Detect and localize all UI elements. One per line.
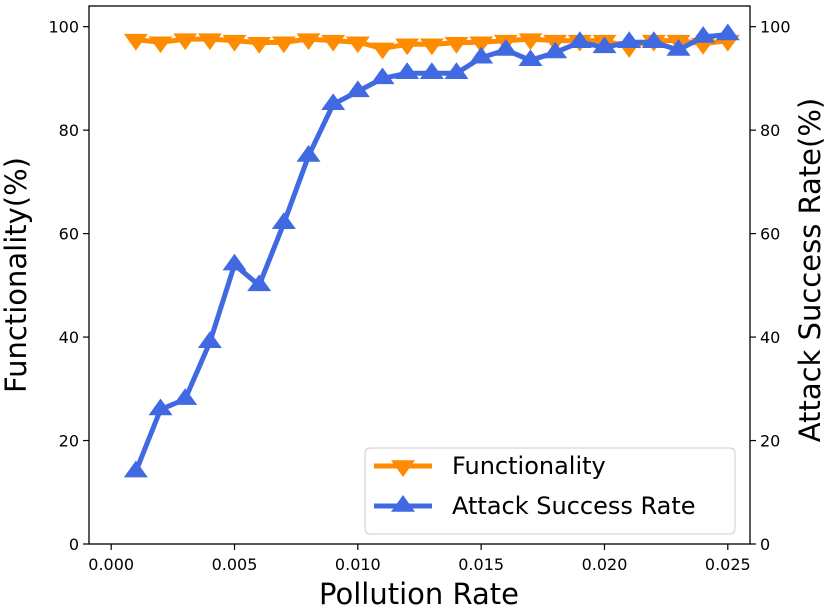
functionality-point	[247, 36, 272, 54]
right-y-axis-title: Attack Success Rate(%)	[793, 98, 827, 442]
attack-success-rate-point	[715, 23, 740, 41]
left-y-tick-label: 80	[59, 121, 79, 140]
right-y-tick-label: 20	[760, 432, 780, 451]
right-y-axis-ticks: 0 20 40 60 80 100	[750, 18, 791, 554]
attack-success-rate-point	[271, 212, 296, 230]
functionality-point	[321, 34, 346, 52]
functionality-point	[444, 36, 469, 54]
right-y-tick-label: 80	[760, 121, 780, 140]
functionality-point	[395, 38, 420, 56]
x-axis-title: Pollution Rate	[319, 577, 519, 610]
right-y-tick-label: 60	[760, 225, 780, 244]
attack-success-rate-point	[222, 253, 247, 271]
attack-success-rate-point	[370, 67, 395, 85]
attack-success-rate-point	[543, 41, 568, 59]
attack-success-rate-point	[691, 26, 716, 43]
attack-success-rate-point	[419, 62, 444, 79]
legend-marker-functionality	[391, 460, 415, 477]
attack-success-rate-point	[567, 31, 592, 48]
attack-success-rate-point	[296, 145, 321, 162]
attack-success-rate-point	[444, 62, 469, 79]
x-tick-label: 0.010	[335, 555, 381, 574]
legend-label-functionality: Functionality	[452, 452, 606, 480]
legend-items	[374, 460, 432, 512]
legend: Functionality Attack Success Rate	[364, 447, 736, 535]
functionality-point	[148, 36, 173, 54]
attack-success-rate-point	[197, 331, 222, 348]
series-layer	[123, 23, 740, 478]
attack-success-rate-point	[173, 388, 198, 405]
x-tick-label: 0.005	[212, 555, 258, 574]
left-y-tick-label: 100	[48, 18, 79, 37]
attack-success-rate-point	[469, 46, 494, 64]
plot-frame	[88, 5, 751, 545]
right-y-tick-label: 100	[760, 18, 791, 37]
legend-box	[364, 447, 736, 535]
left-y-tick-label: 20	[59, 432, 79, 451]
x-axis-ticks: 0.000 0.005 0.010 0.015 0.020 0.025	[88, 544, 751, 574]
x-tick-label: 0.020	[582, 555, 628, 574]
attack-success-rate-point	[321, 93, 346, 111]
right-y-tick-label: 0	[760, 535, 770, 554]
attack-success-rate-point	[518, 49, 543, 67]
attack-success-rate-point	[592, 36, 617, 54]
functionality-point	[419, 38, 444, 56]
functionality-point	[296, 33, 321, 51]
functionality-point	[518, 33, 543, 51]
x-tick-label: 0.015	[458, 555, 504, 574]
left-y-tick-label: 0	[69, 535, 79, 554]
legend-label-attack-success-rate: Attack Success Rate	[452, 492, 696, 520]
attack-success-rate-point	[493, 39, 518, 56]
attack-success-rate-point	[123, 460, 148, 478]
x-tick-label: 0.000	[88, 555, 134, 574]
left-y-tick-label: 60	[59, 225, 79, 244]
attack-success-rate-point	[666, 39, 691, 56]
functionality-point	[271, 36, 296, 54]
functionality-point	[469, 36, 494, 54]
attack-success-rate-point	[395, 62, 420, 79]
functionality-point	[345, 36, 370, 54]
functionality-point	[173, 33, 198, 51]
attack-success-rate-line	[133, 31, 729, 473]
legend-marker-attack-success-rate	[391, 495, 415, 512]
right-y-tick-label: 40	[760, 328, 780, 347]
attack-success-rate-point	[641, 31, 666, 48]
functionality-point	[197, 33, 222, 51]
left-y-axis-ticks: 0 20 40 60 80 100	[48, 18, 89, 554]
attack-success-rate-point	[617, 31, 642, 48]
left-y-axis-title: Functionality(%)	[0, 157, 33, 393]
functionality-point	[222, 34, 247, 52]
left-y-tick-label: 40	[59, 328, 79, 347]
attack-success-rate-point	[345, 80, 370, 98]
attack-success-rate-point	[148, 398, 173, 416]
x-tick-label: 0.025	[705, 555, 751, 574]
functionality-point	[123, 33, 148, 51]
functionality-point	[370, 42, 395, 60]
attack-success-rate-point	[247, 274, 272, 292]
